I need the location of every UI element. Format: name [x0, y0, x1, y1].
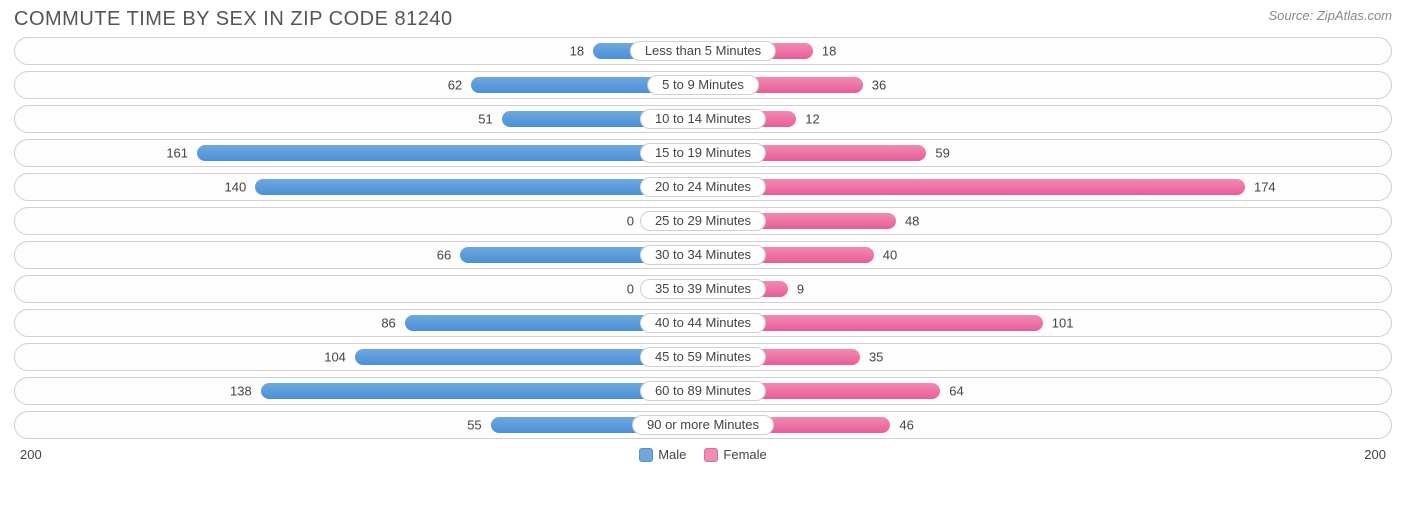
legend: Male Female — [639, 447, 767, 462]
female-value: 101 — [1052, 316, 1074, 331]
male-value: 55 — [467, 418, 481, 433]
male-bar — [255, 179, 703, 195]
male-value: 140 — [225, 180, 247, 195]
row-category-label: 10 to 14 Minutes — [640, 109, 766, 129]
axis-left-max: 200 — [20, 447, 42, 462]
chart-row: 15 to 19 Minutes 161 59 — [14, 139, 1392, 167]
chart-row: Less than 5 Minutes 18 18 — [14, 37, 1392, 65]
female-value: 35 — [869, 350, 883, 365]
row-category-label: 60 to 89 Minutes — [640, 381, 766, 401]
chart-row: 45 to 59 Minutes 104 35 — [14, 343, 1392, 371]
female-value: 18 — [822, 44, 836, 59]
row-category-label: 15 to 19 Minutes — [640, 143, 766, 163]
male-bar — [197, 145, 703, 161]
chart-row: 5 to 9 Minutes 62 36 — [14, 71, 1392, 99]
female-value: 40 — [883, 248, 897, 263]
chart-row: 10 to 14 Minutes 51 12 — [14, 105, 1392, 133]
male-value: 51 — [478, 112, 492, 127]
male-swatch-icon — [639, 448, 653, 462]
male-value: 62 — [448, 78, 462, 93]
row-category-label: 5 to 9 Minutes — [647, 75, 759, 95]
female-value: 48 — [905, 214, 919, 229]
chart-row: 25 to 29 Minutes 0 48 — [14, 207, 1392, 235]
chart-row: 60 to 89 Minutes 138 64 — [14, 377, 1392, 405]
female-value: 174 — [1254, 180, 1276, 195]
female-value: 59 — [935, 146, 949, 161]
female-swatch-icon — [704, 448, 718, 462]
legend-male: Male — [639, 447, 686, 462]
row-category-label: 90 or more Minutes — [632, 415, 774, 435]
chart-row: 30 to 34 Minutes 66 40 — [14, 241, 1392, 269]
male-value: 66 — [437, 248, 451, 263]
chart-header: COMMUTE TIME BY SEX IN ZIP CODE 81240 So… — [0, 0, 1406, 37]
male-value: 161 — [166, 146, 188, 161]
male-value: 86 — [381, 316, 395, 331]
female-value: 12 — [805, 112, 819, 127]
male-value: 104 — [324, 350, 346, 365]
male-value: 18 — [570, 44, 584, 59]
row-category-label: 25 to 29 Minutes — [640, 211, 766, 231]
row-category-label: 45 to 59 Minutes — [640, 347, 766, 367]
row-category-label: Less than 5 Minutes — [630, 41, 776, 61]
male-value: 0 — [627, 214, 634, 229]
female-bar — [703, 179, 1245, 195]
female-value: 64 — [949, 384, 963, 399]
row-category-label: 40 to 44 Minutes — [640, 313, 766, 333]
male-value: 0 — [627, 282, 634, 297]
row-category-label: 20 to 24 Minutes — [640, 177, 766, 197]
female-value: 9 — [797, 282, 804, 297]
chart-row: 90 or more Minutes 55 46 — [14, 411, 1392, 439]
chart-footer: 200 Male Female 200 — [0, 445, 1406, 472]
chart-rows: Less than 5 Minutes 18 18 5 to 9 Minutes 62 3… — [0, 37, 1406, 439]
legend-female: Female — [704, 447, 766, 462]
female-value: 46 — [899, 418, 913, 433]
female-value: 36 — [872, 78, 886, 93]
chart-title: COMMUTE TIME BY SEX IN ZIP CODE 81240 — [14, 8, 453, 31]
chart-row: 35 to 39 Minutes 0 9 — [14, 275, 1392, 303]
legend-female-label: Female — [723, 447, 766, 462]
male-bar — [261, 383, 703, 399]
row-category-label: 35 to 39 Minutes — [640, 279, 766, 299]
axis-right-max: 200 — [1364, 447, 1386, 462]
male-value: 138 — [230, 384, 252, 399]
chart-row: 40 to 44 Minutes 86 101 — [14, 309, 1392, 337]
chart-row: 20 to 24 Minutes 140 174 — [14, 173, 1392, 201]
row-category-label: 30 to 34 Minutes — [640, 245, 766, 265]
commute-chart: COMMUTE TIME BY SEX IN ZIP CODE 81240 So… — [0, 0, 1406, 472]
legend-male-label: Male — [658, 447, 686, 462]
chart-source: Source: ZipAtlas.com — [1268, 8, 1392, 23]
